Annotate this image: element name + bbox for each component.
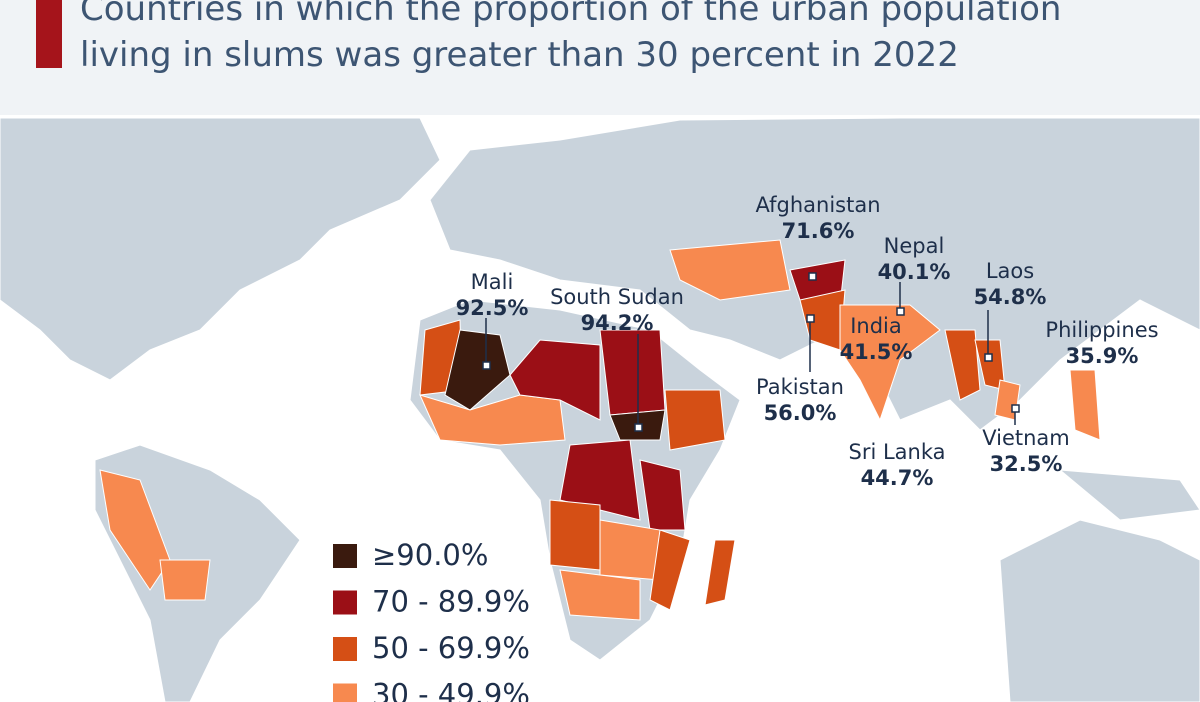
legend-swatch <box>333 590 357 615</box>
country-name: Mali <box>471 270 514 294</box>
country-name: Nepal <box>884 234 945 258</box>
legend-label: 70 - 89.9% <box>372 585 530 619</box>
country-value: 32.5% <box>990 452 1063 476</box>
legend-swatch <box>333 544 357 568</box>
country-name: Pakistan <box>756 375 844 399</box>
legend-label: 50 - 69.9% <box>372 631 530 665</box>
country-value: 40.1% <box>878 260 951 284</box>
title: Countries in which the proportion of the… <box>80 0 1061 29</box>
legend-label: ≥90.0% <box>372 538 488 572</box>
country-value: 54.8% <box>974 285 1047 309</box>
country-name: Philippines <box>1045 318 1158 342</box>
legend-swatch <box>333 637 357 661</box>
country-value: 41.5% <box>840 340 913 364</box>
header-accent <box>36 0 62 68</box>
markers <box>482 272 1020 432</box>
header-bg <box>0 0 1200 115</box>
title: living in slums was greater than 30 perc… <box>80 35 959 75</box>
country-value: 71.6% <box>782 219 855 243</box>
country-name: Laos <box>986 259 1034 283</box>
country-value: 94.2% <box>581 311 654 335</box>
country-name: South Sudan <box>550 285 684 309</box>
country-value: 92.5% <box>456 296 529 320</box>
highlighted-countries <box>99 239 1101 621</box>
country-name: India <box>850 314 902 338</box>
country-value: 44.7% <box>861 466 934 490</box>
country-value: 56.0% <box>764 401 837 425</box>
country-name: Afghanistan <box>755 193 880 217</box>
legend-label: 30 - 49.9% <box>372 678 530 702</box>
legend-swatch <box>333 683 357 702</box>
country-value: 35.9% <box>1066 344 1139 368</box>
country-name: Vietnam <box>982 426 1070 450</box>
country-name: Sri Lanka <box>848 440 945 464</box>
